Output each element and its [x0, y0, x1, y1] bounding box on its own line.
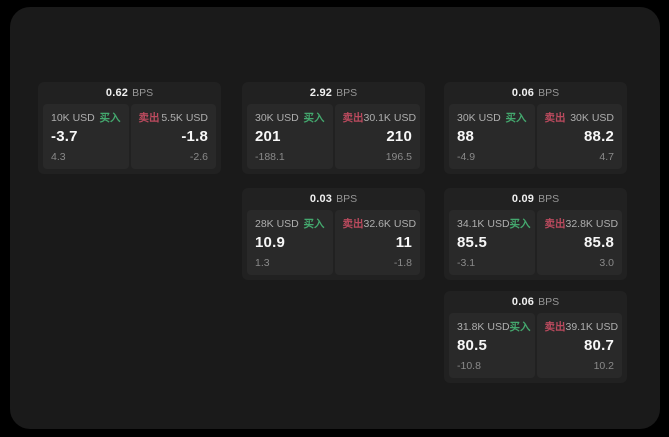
buy-quote-tile[interactable]: 31.8K USD 买入 80.5 -10.8	[449, 313, 535, 378]
sell-quote-tile[interactable]: 卖出 32.8K USD 85.8 3.0	[536, 210, 622, 275]
sell-price: -1.8	[181, 128, 208, 145]
buy-quote-tile[interactable]: 30K USD 买入 201 -188.1	[247, 104, 333, 169]
buy-side-label: 买入	[509, 218, 531, 230]
buy-sub-value: -3.1	[457, 257, 476, 269]
sell-sub-value: 196.5	[385, 151, 412, 163]
quote-card-6: 0.06 BPS 31.8K USD 买入 80.5 -10.8 卖出 39.1…	[444, 291, 627, 383]
buy-price: 85.5	[457, 234, 487, 251]
buy-side-label: 买入	[303, 218, 325, 230]
spread-value: 0.06	[511, 296, 535, 308]
buy-size: 34.1K USD	[457, 218, 510, 230]
spread-header: 0.06 BPS	[444, 291, 627, 313]
spread-value: 0.06	[511, 87, 535, 99]
buy-size: 30K USD	[457, 112, 501, 124]
sell-quote-tile[interactable]: 卖出 30K USD 88.2 4.7	[536, 104, 622, 169]
sell-side-label: 卖出	[342, 218, 364, 230]
spread-value: 0.09	[511, 193, 535, 205]
spread-header: 0.06 BPS	[444, 82, 627, 104]
sell-sub-value: -1.8	[393, 257, 412, 269]
sell-size: 32.8K USD	[565, 218, 619, 230]
spread-value: 0.62	[105, 87, 129, 99]
sell-side-label: 卖出	[138, 112, 160, 124]
sell-size: 32.6K USD	[363, 218, 417, 230]
buy-size: 28K USD	[255, 218, 299, 230]
sell-sub-value: 10.2	[593, 360, 614, 372]
sell-quote-tile[interactable]: 卖出 39.1K USD 80.7 10.2	[536, 313, 622, 378]
sell-side-label: 卖出	[544, 112, 566, 124]
sell-quote-tile[interactable]: 卖出 5.5K USD -1.8 -2.6	[130, 104, 216, 169]
buy-price: -3.7	[51, 128, 78, 145]
buy-side-label: 买入	[505, 112, 527, 124]
spread-header: 0.09 BPS	[444, 188, 627, 210]
sell-side-label: 卖出	[342, 112, 364, 124]
buy-sub-value: -10.8	[457, 360, 481, 372]
spread-unit: BPS	[538, 296, 560, 308]
quote-card-4: 0.03 BPS 28K USD 买入 10.9 1.3 卖出 32.6K US…	[242, 188, 425, 280]
buy-price: 88	[457, 128, 475, 145]
buy-quote-tile[interactable]: 34.1K USD 买入 85.5 -3.1	[449, 210, 535, 275]
sell-price: 88.2	[584, 128, 614, 145]
buy-side-label: 买入	[509, 321, 531, 333]
spread-header: 0.62 BPS	[38, 82, 221, 104]
sell-quote-tile[interactable]: 卖出 32.6K USD 11 -1.8	[334, 210, 420, 275]
buy-side-label: 买入	[303, 112, 325, 124]
buy-sub-value: 4.3	[51, 151, 66, 163]
sell-price: 85.8	[584, 234, 614, 251]
sell-quote-tile[interactable]: 卖出 30.1K USD 210 196.5	[334, 104, 420, 169]
buy-price: 80.5	[457, 337, 487, 354]
sell-size: 39.1K USD	[565, 321, 619, 333]
buy-size: 10K USD	[51, 112, 95, 124]
spread-unit: BPS	[132, 87, 154, 99]
sell-price: 80.7	[584, 337, 614, 354]
quote-card-3: 0.06 BPS 30K USD 买入 88 -4.9 卖出 30K USD 8…	[444, 82, 627, 174]
buy-price: 201	[255, 128, 281, 145]
sell-size: 5.5K USD	[161, 112, 208, 124]
quote-card-5: 0.09 BPS 34.1K USD 买入 85.5 -3.1 卖出 32.8K…	[444, 188, 627, 280]
buy-sub-value: 1.3	[255, 257, 270, 269]
buy-price: 10.9	[255, 234, 285, 251]
sell-sub-value: 3.0	[599, 257, 614, 269]
buy-quote-tile[interactable]: 28K USD 买入 10.9 1.3	[247, 210, 333, 275]
sell-size: 30K USD	[570, 112, 614, 124]
quote-card-2: 2.92 BPS 30K USD 买入 201 -188.1 卖出 30.1K …	[242, 82, 425, 174]
spread-value: 0.03	[309, 193, 333, 205]
spread-unit: BPS	[538, 193, 560, 205]
spread-header: 2.92 BPS	[242, 82, 425, 104]
sell-price: 210	[386, 128, 412, 145]
spread-unit: BPS	[538, 87, 560, 99]
spread-unit: BPS	[336, 193, 358, 205]
sell-price: 11	[395, 234, 412, 251]
buy-size: 31.8K USD	[457, 321, 510, 333]
buy-side-label: 买入	[99, 112, 121, 124]
spread-header: 0.03 BPS	[242, 188, 425, 210]
spread-value: 2.92	[309, 87, 333, 99]
quote-card-1: 0.62 BPS 10K USD 买入 -3.7 4.3 卖出 5.5K USD…	[38, 82, 221, 174]
buy-size: 30K USD	[255, 112, 299, 124]
sell-sub-value: -2.6	[189, 151, 208, 163]
buy-sub-value: -188.1	[255, 151, 285, 163]
spread-unit: BPS	[336, 87, 358, 99]
sell-side-label: 卖出	[544, 321, 566, 333]
sell-side-label: 卖出	[544, 218, 566, 230]
sell-sub-value: 4.7	[599, 151, 614, 163]
buy-quote-tile[interactable]: 10K USD 买入 -3.7 4.3	[43, 104, 129, 169]
buy-quote-tile[interactable]: 30K USD 买入 88 -4.9	[449, 104, 535, 169]
sell-size: 30.1K USD	[363, 112, 417, 124]
buy-sub-value: -4.9	[457, 151, 476, 163]
